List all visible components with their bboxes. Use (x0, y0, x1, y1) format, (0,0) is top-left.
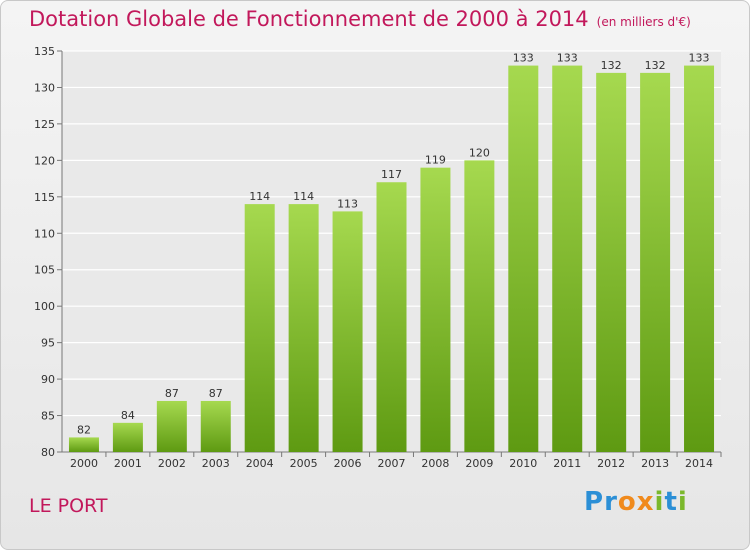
y-tick-label: 135 (34, 45, 55, 58)
bar-value-label: 114 (249, 190, 270, 203)
bar-value-label: 113 (337, 197, 358, 210)
bar-value-label: 117 (381, 168, 402, 181)
logo-letter: P (584, 487, 605, 517)
bar-value-label: 87 (209, 387, 223, 400)
bar (420, 167, 451, 452)
bar-value-label: 114 (293, 190, 314, 203)
y-tick-label: 85 (41, 410, 55, 423)
bar-value-label: 87 (165, 387, 179, 400)
logo-letter: o (617, 487, 637, 517)
bar-value-label: 133 (689, 52, 710, 65)
x-tick-label: 2001 (114, 457, 142, 470)
y-tick-label: 130 (34, 81, 55, 94)
x-tick-label: 2003 (202, 457, 230, 470)
x-tick-label: 2006 (334, 457, 362, 470)
bar (288, 204, 319, 452)
y-tick-label: 90 (41, 373, 55, 386)
bar (640, 72, 671, 452)
bar (112, 422, 143, 452)
bar-value-label: 84 (121, 409, 135, 422)
bar-value-label: 132 (645, 59, 666, 72)
x-tick-label: 2005 (290, 457, 318, 470)
chart-title: Dotation Globale de Fonctionnement de 20… (29, 7, 691, 31)
commune-name: LE PORT (29, 495, 108, 517)
x-tick-label: 2008 (421, 457, 449, 470)
x-tick-label: 2014 (685, 457, 713, 470)
y-tick-label: 100 (34, 300, 55, 313)
bar (244, 204, 275, 452)
y-tick-label: 115 (34, 191, 55, 204)
x-tick-label: 2000 (70, 457, 98, 470)
x-tick-label: 2007 (378, 457, 406, 470)
y-tick-label: 105 (34, 264, 55, 277)
y-tick-label: 80 (41, 446, 55, 459)
bar (552, 65, 583, 452)
logo-letter: i (654, 487, 665, 517)
logo-letter: r (604, 487, 618, 517)
y-tick-label: 95 (41, 337, 55, 350)
bar-value-label: 82 (77, 423, 91, 436)
x-tick-label: 2009 (465, 457, 493, 470)
x-tick-label: 2010 (509, 457, 537, 470)
x-tick-label: 2011 (553, 457, 581, 470)
x-tick-label: 2013 (641, 457, 669, 470)
bar-value-label: 133 (557, 52, 578, 65)
chart-title-main: Dotation Globale de Fonctionnement de 20… (29, 7, 589, 31)
x-tick-label: 2012 (597, 457, 625, 470)
bar (464, 160, 495, 452)
bar (508, 65, 539, 452)
bar (376, 182, 407, 452)
logo-letter: x (636, 487, 655, 517)
proxiti-logo: Proxiti (584, 487, 688, 517)
bar (68, 437, 99, 452)
logo-letter: t (664, 487, 678, 517)
bar-value-label: 120 (469, 146, 490, 159)
y-tick-label: 110 (34, 227, 55, 240)
y-tick-label: 120 (34, 154, 55, 167)
y-tick-label: 125 (34, 118, 55, 131)
bar (200, 400, 231, 452)
bar (596, 72, 627, 452)
bar-value-label: 132 (601, 59, 622, 72)
bar-value-label: 119 (425, 154, 446, 167)
bar-value-label: 133 (513, 52, 534, 65)
bar (684, 65, 715, 452)
bar (332, 211, 363, 452)
x-tick-label: 2002 (158, 457, 186, 470)
chart-title-unit: (en milliers d'€) (596, 15, 691, 29)
x-tick-label: 2004 (246, 457, 274, 470)
bar (156, 400, 187, 452)
logo-letter: i (677, 487, 688, 517)
